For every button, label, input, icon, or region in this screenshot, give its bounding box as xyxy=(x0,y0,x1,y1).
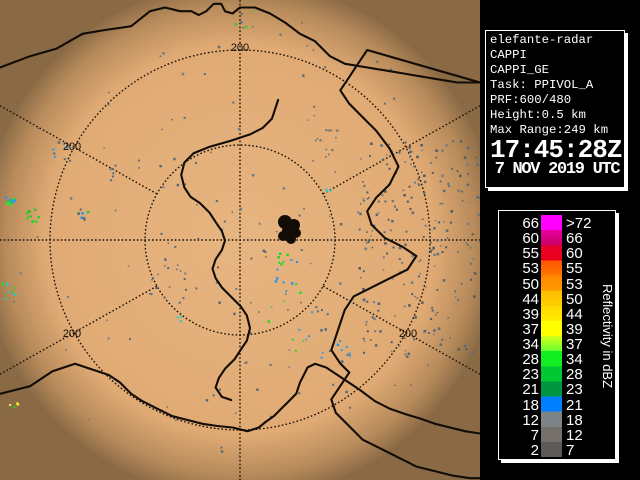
svg-text:200: 200 xyxy=(63,141,81,153)
svg-text:200: 200 xyxy=(399,328,417,340)
svg-text:200: 200 xyxy=(63,328,81,340)
svg-text:200: 200 xyxy=(231,42,249,54)
